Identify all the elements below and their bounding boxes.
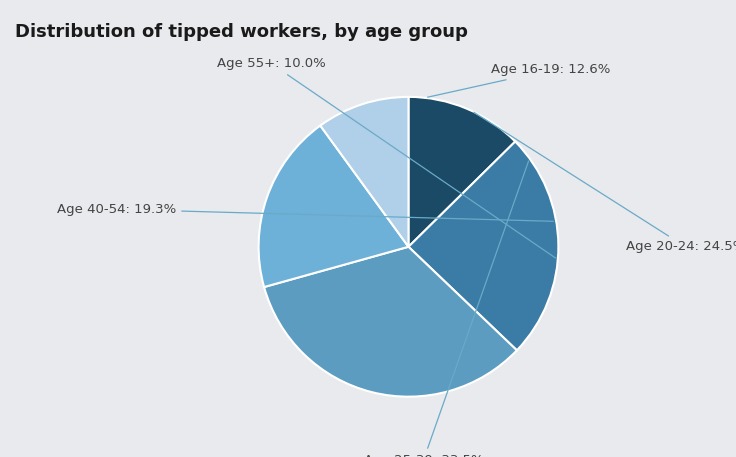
Text: Age 40-54: 19.3%: Age 40-54: 19.3%: [57, 203, 553, 221]
Text: Age 16-19: 12.6%: Age 16-19: 12.6%: [428, 64, 610, 97]
Text: Age 25-39: 33.5%: Age 25-39: 33.5%: [364, 161, 528, 457]
Wedge shape: [408, 142, 559, 351]
Text: Age 20-24: 24.5%: Age 20-24: 24.5%: [474, 112, 736, 253]
Text: Distribution of tipped workers, by age group: Distribution of tipped workers, by age g…: [15, 23, 467, 41]
Wedge shape: [264, 247, 517, 397]
Wedge shape: [320, 97, 408, 247]
Wedge shape: [258, 126, 408, 287]
Wedge shape: [408, 97, 515, 247]
Text: Age 55+: 10.0%: Age 55+: 10.0%: [217, 58, 556, 258]
